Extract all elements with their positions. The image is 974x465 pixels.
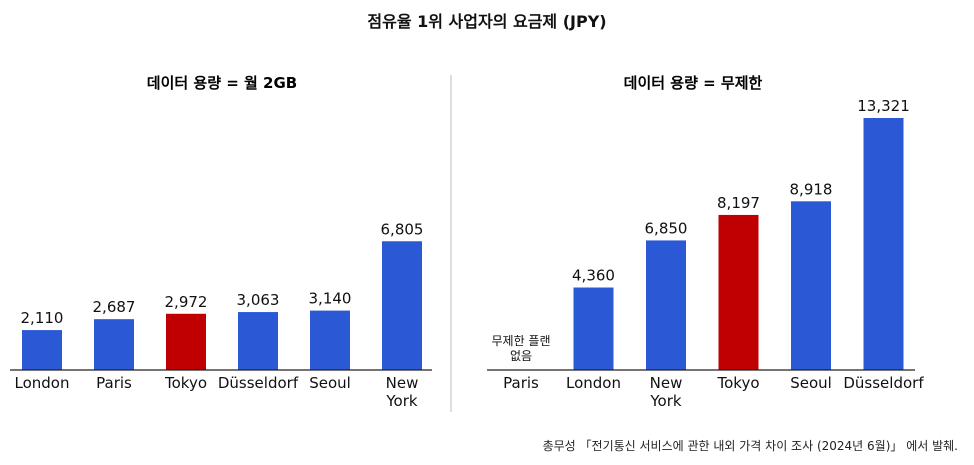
bar-d-sseldorf-p1 <box>238 312 278 370</box>
tick-label-london-p2: London <box>566 374 621 392</box>
bar-london-p1 <box>22 330 62 370</box>
panel-1-title: 데이터 용량 = 월 2GB <box>147 74 297 92</box>
value-label-seoul-p2: 8,918 <box>790 180 833 198</box>
tick-label-seoul-p1: Seoul <box>309 374 351 392</box>
main-title: 점유율 1위 사업자의 요금제 (JPY) <box>367 12 607 31</box>
bar-london-p2 <box>573 287 614 370</box>
value-label-d-sseldorf-p1: 3,063 <box>237 291 280 309</box>
bar-paris-p1 <box>94 319 134 370</box>
tick-label-new-york-p1: York <box>385 392 418 410</box>
no-plan-note-p2: 무제한 플랜 <box>491 334 550 348</box>
value-label-d-sseldorf-p2: 13,321 <box>857 97 910 115</box>
value-label-tokyo-p1: 2,972 <box>165 293 208 311</box>
tick-label-paris-p1: Paris <box>96 374 132 392</box>
value-label-new-york-p1: 6,805 <box>381 220 424 238</box>
value-label-tokyo-p2: 8,197 <box>717 194 760 212</box>
value-label-london-p1: 2,110 <box>21 309 64 327</box>
tick-label-d-sseldorf-p2: Düsseldorf <box>843 374 924 392</box>
no-plan-note-p2: 없음 <box>510 349 532 363</box>
bar-seoul-p1 <box>310 310 350 370</box>
tick-label-paris-p2: Paris <box>503 374 539 392</box>
bar-d-sseldorf-p2 <box>863 118 904 370</box>
bar-new-york-p1 <box>382 241 422 370</box>
tick-label-new-york-p2: New <box>650 374 683 392</box>
tick-label-london-p1: London <box>15 374 70 392</box>
tick-label-d-sseldorf-p1: Düsseldorf <box>218 374 299 392</box>
tick-label-new-york-p1: New <box>386 374 419 392</box>
tick-label-tokyo-p1: Tokyo <box>164 374 207 392</box>
value-label-new-york-p2: 6,850 <box>645 219 688 237</box>
tick-label-new-york-p2: York <box>649 392 682 410</box>
bar-tokyo-p1 <box>166 313 206 370</box>
tick-label-seoul-p2: Seoul <box>790 374 832 392</box>
bar-tokyo-p2 <box>718 214 759 370</box>
value-label-london-p2: 4,360 <box>572 267 615 285</box>
bar-new-york-p2 <box>646 240 686 370</box>
source-footnote: 총무성 「전기통신 서비스에 관한 내외 가격 차이 조사 (2024년 6월)… <box>542 439 958 453</box>
value-label-paris-p1: 2,687 <box>93 298 136 316</box>
value-label-seoul-p1: 3,140 <box>309 290 352 308</box>
tick-label-tokyo-p2: Tokyo <box>717 374 760 392</box>
panel-2-title: 데이터 용량 = 무제한 <box>624 74 763 92</box>
bar-seoul-p2 <box>791 201 831 370</box>
